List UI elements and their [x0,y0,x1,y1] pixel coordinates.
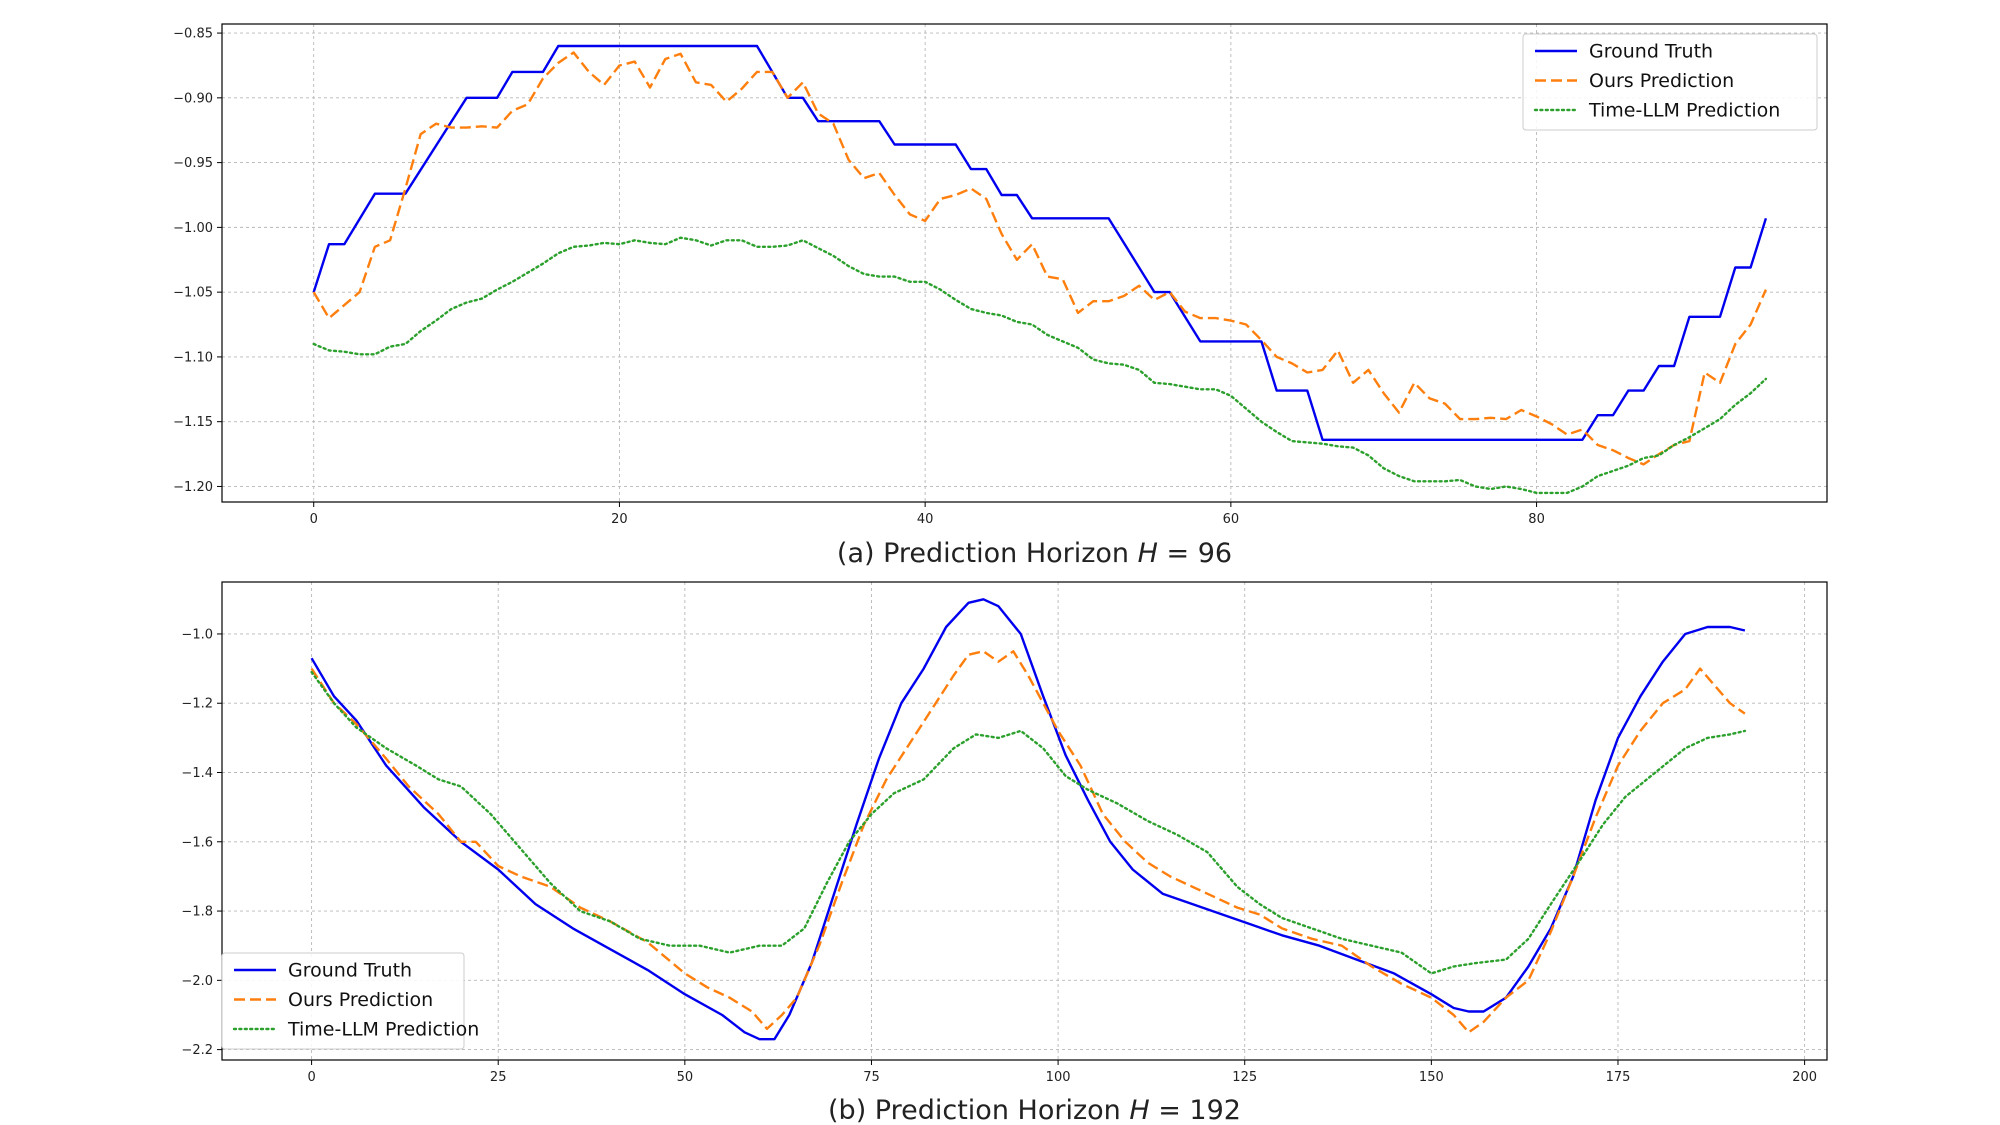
x-tick-label: 60 [1223,512,1240,527]
y-tick-label: −1.4 [181,766,213,781]
x-tick-label: 20 [611,512,628,527]
y-tick-label: −0.95 [173,156,213,171]
chart-b: 0 25 50 75 100 125 150 175 200 −1.0−1.2−1.4−1.6−… [181,581,1828,1125]
series-layer [310,598,1747,1041]
x-tick-label: 50 [677,1070,694,1085]
x-tick-label: 0 [307,1070,315,1085]
series-line-ground-truth [310,598,1746,1041]
y-axis: −0.85 −0.90 −0.95 −1.00 −1.05 −1.10 −1.15 −1.20 [173,27,222,495]
series-line-ours-prediction [310,650,1746,1034]
caption-prefix: (a) Prediction Horizon [837,538,1138,569]
y-tick-label: −1.8 [181,905,213,920]
caption-var: H [1129,1095,1149,1125]
legend-entry: Ground Truth [1589,41,1713,63]
caption: (b) Prediction Horizon H = 192 [828,1095,1241,1125]
y-tick-label: −1.15 [173,415,213,430]
x-axis: 0 20 40 60 80 [310,502,1545,527]
series-line-ours-prediction [312,51,1767,466]
y-tick-label: −1.6 [181,835,213,850]
y-tick-label: −2.2 [181,1043,213,1058]
legend: Ground Truth Ours Prediction Time-LLM Pred… [1522,33,1818,131]
legend-entry: Ours Prediction [288,989,433,1011]
x-tick-label: 200 [1792,1070,1817,1085]
legend-entry: Ours Prediction [1589,70,1734,92]
caption-var: H [1138,538,1158,569]
caption-suffix: = 192 [1150,1095,1241,1125]
caption: (a) Prediction Horizon H = 96 [837,538,1232,569]
x-tick-label: 80 [1528,512,1545,527]
y-tick-label: −1.2 [181,697,213,712]
y-tick-label: −0.90 [173,91,213,106]
series-line-time-llm-prediction [312,236,1768,495]
x-tick-label: 0 [310,512,318,527]
series-layer [312,44,1768,495]
y-tick-label: −1.00 [173,221,213,236]
x-tick-label: 175 [1606,1070,1631,1085]
legend-box [1522,33,1818,131]
y-tick-label: −1.0 [181,627,213,642]
gridlines [222,582,1827,1060]
y-axis: −1.0 −1.2 −1.4 −1.6 −1.8 −2.0 −2.2 [181,627,222,1058]
x-tick-label: 100 [1046,1070,1071,1085]
y-tick-label: −2.0 [181,974,213,989]
x-tick-label: 125 [1232,1070,1257,1085]
series-line-ground-truth [312,44,1768,441]
caption-suffix: = 96 [1158,538,1232,569]
x-tick-label: 75 [863,1070,880,1085]
legend-entry: Time-LLM Prediction [1588,100,1780,122]
y-tick-label: −0.85 [173,27,213,42]
chart-a: 0 20 40 60 80 −0.85 −0.90 −0.95 −1.00 −1.05 −1.10… [173,23,1828,569]
x-tick-label: 25 [490,1070,507,1085]
series-line-time-llm-prediction [310,670,1747,975]
y-tick-label: −1.10 [173,350,213,365]
x-axis: 0 25 50 75 100 125 150 175 200 [307,1060,1817,1085]
y-tick-label: −1.20 [173,480,213,495]
plot-frame [221,581,1828,1061]
y-tick-label: −1.05 [173,286,213,301]
x-tick-label: 40 [917,512,934,527]
legend-entry: Ground Truth [288,960,412,982]
legend: Ground Truth Ours Prediction Time-LLM Pred… [221,952,479,1050]
caption-prefix: (b) Prediction Horizon [828,1095,1129,1125]
plot-frame [221,23,1828,503]
legend-box [221,952,465,1050]
legend-entry: Time-LLM Prediction [287,1019,479,1041]
x-tick-label: 150 [1419,1070,1444,1085]
